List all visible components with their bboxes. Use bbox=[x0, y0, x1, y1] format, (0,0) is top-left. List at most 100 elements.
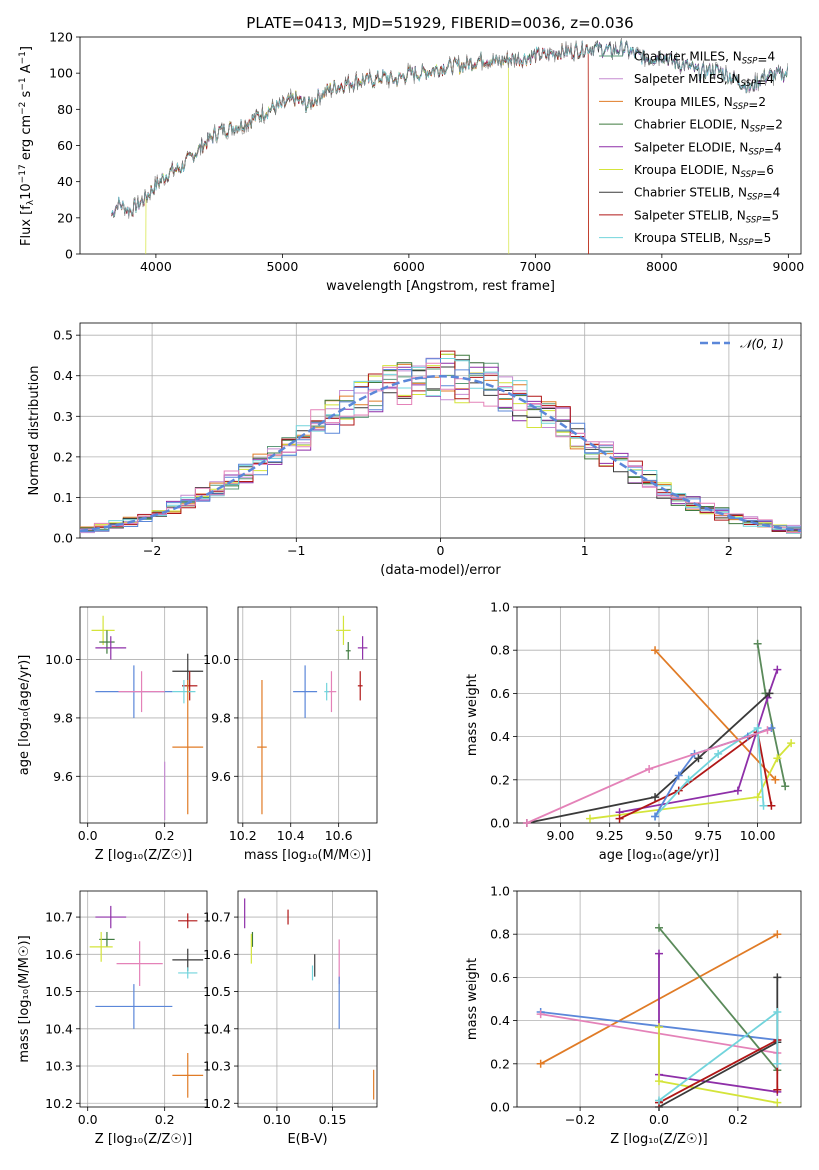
y-tick-label: 0.4 bbox=[490, 1013, 510, 1028]
weight-point-marker bbox=[714, 749, 723, 758]
legend-n-prefix: , N bbox=[725, 50, 742, 64]
y-axis-label-part: −1 bbox=[18, 51, 28, 64]
y-tick-label: 0.2 bbox=[53, 449, 73, 464]
x-tick-label: 0.0 bbox=[78, 828, 98, 843]
weight-point-marker bbox=[771, 775, 780, 784]
legend-label: Chabrier STELIB, NSSP=4 bbox=[634, 186, 780, 203]
legend-n-prefix: , N bbox=[724, 163, 741, 177]
x-tick-label: 1 bbox=[581, 543, 589, 558]
spectrum-model-line bbox=[111, 42, 589, 255]
legend-equals: = bbox=[761, 211, 771, 225]
legend-model-name: Chabrier ELODIE bbox=[634, 118, 733, 132]
y-tick-label: 20 bbox=[57, 210, 73, 225]
legend-model-name: Salpeter MILES bbox=[634, 72, 724, 86]
weight-series-line bbox=[619, 730, 773, 820]
legend-nssp-value: 6 bbox=[766, 163, 774, 177]
weight-point-marker bbox=[763, 726, 772, 735]
weight-point-marker bbox=[773, 973, 782, 982]
x-axis-label: E(B-V) bbox=[287, 1132, 327, 1147]
y-axis-label-part: ] bbox=[19, 46, 34, 51]
weight-point-marker bbox=[759, 801, 768, 810]
x-tick-label: 0.2 bbox=[155, 828, 175, 843]
y-tick-label: 9.8 bbox=[53, 710, 73, 725]
x-tick-label: 0.2 bbox=[728, 1112, 748, 1127]
z-weight-panel: −0.2 0.0 0.2 0.0 0.2 0.4 0.6 0.8 1.0 Z [log₁₀(Z/Z… bbox=[465, 884, 802, 1147]
y-tick-label: 10.5 bbox=[203, 984, 231, 999]
y-tick-label: 0.5 bbox=[53, 328, 73, 343]
x-tick-label: 0 bbox=[437, 543, 445, 558]
y-tick-label: 10.0 bbox=[203, 652, 231, 667]
y-tick-label: 10.7 bbox=[45, 910, 73, 925]
legend-label: Kroupa STELIB, NSSP=5 bbox=[634, 231, 771, 248]
x-axis-label: (data-model)/error bbox=[380, 563, 501, 578]
y-axis-label: mass weight bbox=[465, 958, 480, 1040]
y-tick-label: 9.6 bbox=[53, 769, 73, 784]
y-axis-label-part: 10 bbox=[19, 183, 34, 200]
legend-ssp-subscript: SSP bbox=[748, 147, 764, 157]
y-tick-label: 10.2 bbox=[45, 1096, 73, 1111]
legend-model-name: Kroupa STELIB bbox=[634, 231, 721, 245]
weight-point-marker bbox=[655, 949, 663, 958]
legend-nssp-value: 4 bbox=[767, 50, 775, 64]
legend-ssp-subscript: SSP bbox=[746, 215, 762, 225]
legend-ssp-subscript: SSP bbox=[733, 102, 749, 112]
weight-point-marker bbox=[765, 689, 774, 698]
weight-point-marker bbox=[536, 1059, 545, 1068]
x-tick-label: 10.4 bbox=[277, 828, 305, 843]
y-axis-label-part: Flux [f bbox=[19, 205, 34, 246]
weight-point-marker bbox=[733, 786, 742, 795]
legend-ssp-subscript: SSP bbox=[741, 79, 757, 89]
weight-point-marker bbox=[615, 814, 624, 823]
y-tick-label: 10.6 bbox=[45, 947, 73, 962]
y-tick-label: 0.8 bbox=[490, 927, 510, 942]
weight-point-marker bbox=[753, 723, 762, 732]
x-tick-label: −0.2 bbox=[565, 1112, 595, 1127]
y-tick-label: 10.4 bbox=[203, 1021, 231, 1036]
x-tick-label: 9.75 bbox=[694, 828, 722, 843]
y-tick-label: 0.0 bbox=[53, 531, 73, 546]
weight-series-line bbox=[658, 1038, 779, 1104]
x-tick-label: 2 bbox=[725, 543, 733, 558]
x-tick-label: 8000 bbox=[646, 259, 678, 274]
legend-n-prefix: , N bbox=[721, 231, 738, 245]
legend-model-name: Chabrier MILES bbox=[634, 50, 725, 64]
residual-histogram-panel: −2 −1 0 1 2 0.0 0.1 0.2 0.3 0.4 0.5 (data-model)/er… bbox=[27, 322, 802, 578]
legend-equals: = bbox=[754, 234, 764, 248]
legend-n-prefix: , N bbox=[732, 140, 749, 154]
legend-nssp-value: 4 bbox=[774, 140, 782, 154]
legend-n-prefix: , N bbox=[730, 186, 747, 200]
legend-label: Chabrier MILES, NSSP=4 bbox=[634, 50, 775, 67]
weight-point-marker bbox=[651, 793, 660, 802]
x-tick-label: 10.00 bbox=[740, 828, 776, 843]
legend-ssp-subscript: SSP bbox=[742, 57, 758, 67]
y-axis-label: Flux [fλ10−17 erg cm−2 s−1 A−1] bbox=[18, 46, 36, 246]
legend-ssp-subscript: SSP bbox=[747, 193, 763, 203]
ebv-mass-panel: 0.10 0.15 10.2 10.3 10.4 10.5 10.6 10.7 E(B-V) bbox=[203, 890, 378, 1147]
axes-frame bbox=[79, 606, 208, 824]
x-axis-label: wavelength [Angstrom, rest frame] bbox=[326, 279, 555, 294]
x-tick-label: 0.0 bbox=[649, 1112, 669, 1127]
y-axis-label-part: A bbox=[19, 64, 34, 77]
legend-nssp-value: 2 bbox=[758, 95, 766, 109]
weight-series-line bbox=[526, 692, 771, 824]
legend-nssp-value: 4 bbox=[766, 72, 774, 86]
x-tick-label: −2 bbox=[143, 543, 161, 558]
y-axis-label-part: λ bbox=[26, 199, 36, 205]
y-tick-label: 0 bbox=[65, 247, 73, 262]
weight-point-marker bbox=[773, 665, 782, 674]
x-tick-label: 6000 bbox=[393, 259, 425, 274]
y-tick-label: 100 bbox=[49, 66, 73, 81]
axes-frame bbox=[237, 606, 378, 824]
age-weight-panel: 9.00 9.25 9.50 9.75 10.00 0.0 0.2 0.4 0.6 0.8 1.0 a… bbox=[465, 600, 802, 863]
legend-equals: = bbox=[764, 143, 774, 157]
weight-point-marker bbox=[773, 1059, 782, 1068]
legend-label: 𝒩(0, 1) bbox=[740, 337, 784, 351]
y-tick-label: 10.3 bbox=[45, 1059, 73, 1074]
x-tick-label: 10.6 bbox=[325, 828, 353, 843]
weight-point-marker bbox=[773, 1085, 782, 1094]
weight-series-line bbox=[654, 649, 777, 781]
y-tick-label: 0.2 bbox=[490, 1056, 510, 1071]
y-tick-label: 10.2 bbox=[203, 1096, 231, 1111]
y-tick-label: 0.0 bbox=[490, 1100, 510, 1115]
y-tick-label: 40 bbox=[57, 174, 73, 189]
